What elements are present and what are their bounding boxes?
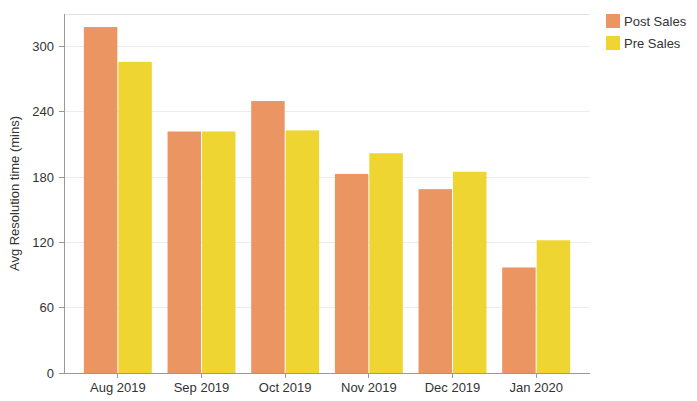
y-tick: [59, 307, 64, 308]
y-tick-label: 180: [32, 170, 54, 185]
legend-label: Pre Sales: [624, 36, 681, 51]
y-tick-label: 240: [32, 104, 54, 119]
bar: [335, 174, 368, 373]
x-tick: [536, 373, 537, 378]
y-tick-label: 120: [32, 235, 54, 250]
y-tick-label: 300: [32, 39, 54, 54]
bar: [369, 153, 402, 373]
legend-label: Post Sales: [624, 14, 687, 29]
x-tick-label: Jan 2020: [509, 380, 563, 395]
x-tick-label: Oct 2019: [259, 380, 312, 395]
legend-swatch: [606, 36, 620, 50]
bar: [202, 131, 235, 373]
x-tick: [285, 373, 286, 378]
y-tick-label: 60: [40, 300, 54, 315]
chart-svg: 0 60 120 180 240 300 Aug 2019 Sep 2019 Oct 2019 N…: [0, 0, 697, 401]
x-tick-label: Aug 2019: [90, 380, 146, 395]
grid: [59, 47, 590, 373]
bars: [84, 27, 570, 373]
grid-line: [64, 46, 590, 47]
x-tick-label: Dec 2019: [425, 380, 481, 395]
y-tick: [59, 46, 64, 47]
x-tick: [452, 373, 453, 378]
bar: [419, 189, 452, 373]
bar: [118, 62, 151, 373]
bar: [84, 27, 117, 373]
y-tick: [59, 242, 64, 243]
x-tick-label: Sep 2019: [174, 380, 230, 395]
bar: [168, 131, 201, 373]
bar: [453, 172, 486, 373]
bar: [537, 240, 570, 373]
bar: [286, 130, 319, 373]
chart-container: 0 60 120 180 240 300 Aug 2019 Sep 2019 Oct 2019 N…: [0, 0, 697, 401]
x-tick: [201, 373, 202, 378]
legend-swatch: [606, 14, 620, 28]
y-tick: [59, 373, 64, 374]
bar: [502, 267, 535, 373]
x-tick: [368, 373, 369, 378]
y-axis-line: [64, 14, 65, 373]
y-axis-label: Avg Resolution time (mins): [7, 116, 22, 271]
y-tick: [59, 177, 64, 178]
x-tick-label: Nov 2019: [341, 380, 397, 395]
x-tick: [117, 373, 118, 378]
plot-frame-top: [64, 14, 590, 15]
y-tick-label: 0: [47, 366, 54, 381]
legend: Post Sales Pre Sales: [606, 14, 687, 51]
bar: [251, 101, 284, 373]
y-tick: [59, 111, 64, 112]
